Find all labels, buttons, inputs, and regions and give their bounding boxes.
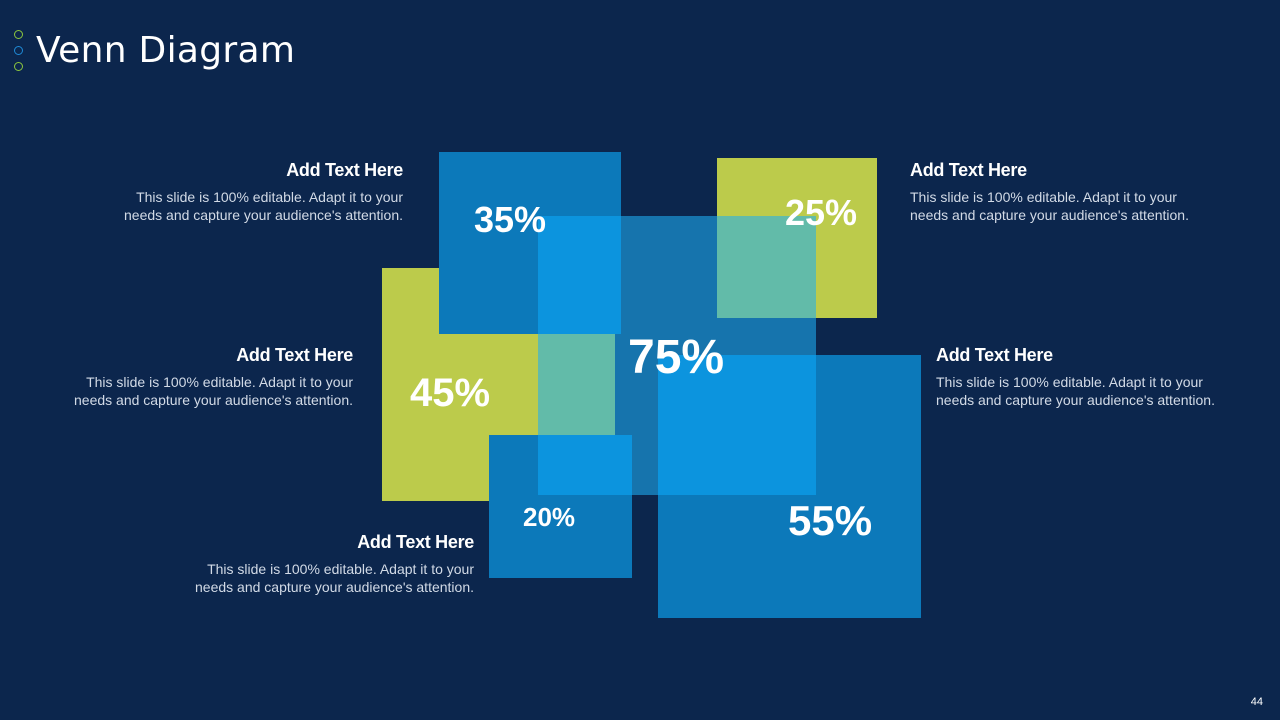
label-25: 25% (785, 192, 858, 233)
label-20: 20% (523, 502, 576, 532)
text-block-body: This slide is 100% editable. Adapt it to… (195, 561, 474, 595)
label-35: 35% (474, 199, 547, 240)
text-block-top-right: Add Text Here This slide is 100% editabl… (910, 160, 1210, 224)
title-bullet-dots (14, 30, 24, 78)
dot-icon (14, 30, 23, 39)
text-block-middle-left: Add Text Here This slide is 100% editabl… (53, 345, 353, 409)
overlap-25-75 (717, 216, 816, 318)
overlap-20-75 (538, 435, 632, 495)
text-block-body: This slide is 100% editable. Adapt it to… (124, 189, 403, 223)
label-45: 45% (410, 371, 491, 415)
text-block-middle-right: Add Text Here This slide is 100% editabl… (936, 345, 1236, 409)
text-block-heading: Add Text Here (236, 345, 353, 365)
label-75: 75% (628, 331, 725, 384)
text-block-top-left: Add Text Here This slide is 100% editabl… (103, 160, 403, 224)
label-55: 55% (788, 497, 873, 544)
dot-icon (14, 62, 23, 71)
page-number: 44 (1250, 696, 1263, 708)
overlap-35-75 (538, 216, 621, 334)
overlap-55-75 (658, 355, 816, 495)
text-block-body: This slide is 100% editable. Adapt it to… (910, 189, 1189, 223)
text-block-heading: Add Text Here (910, 160, 1027, 180)
text-block-body: This slide is 100% editable. Adapt it to… (74, 374, 353, 408)
text-block-bottom: Add Text Here This slide is 100% editabl… (174, 532, 474, 596)
text-block-heading: Add Text Here (357, 532, 474, 552)
dot-icon (14, 46, 23, 55)
text-block-heading: Add Text Here (286, 160, 403, 180)
text-block-heading: Add Text Here (936, 345, 1053, 365)
overlap-45-75 (538, 334, 615, 435)
text-block-body: This slide is 100% editable. Adapt it to… (936, 374, 1215, 408)
page-title: Venn Diagram (36, 30, 296, 71)
